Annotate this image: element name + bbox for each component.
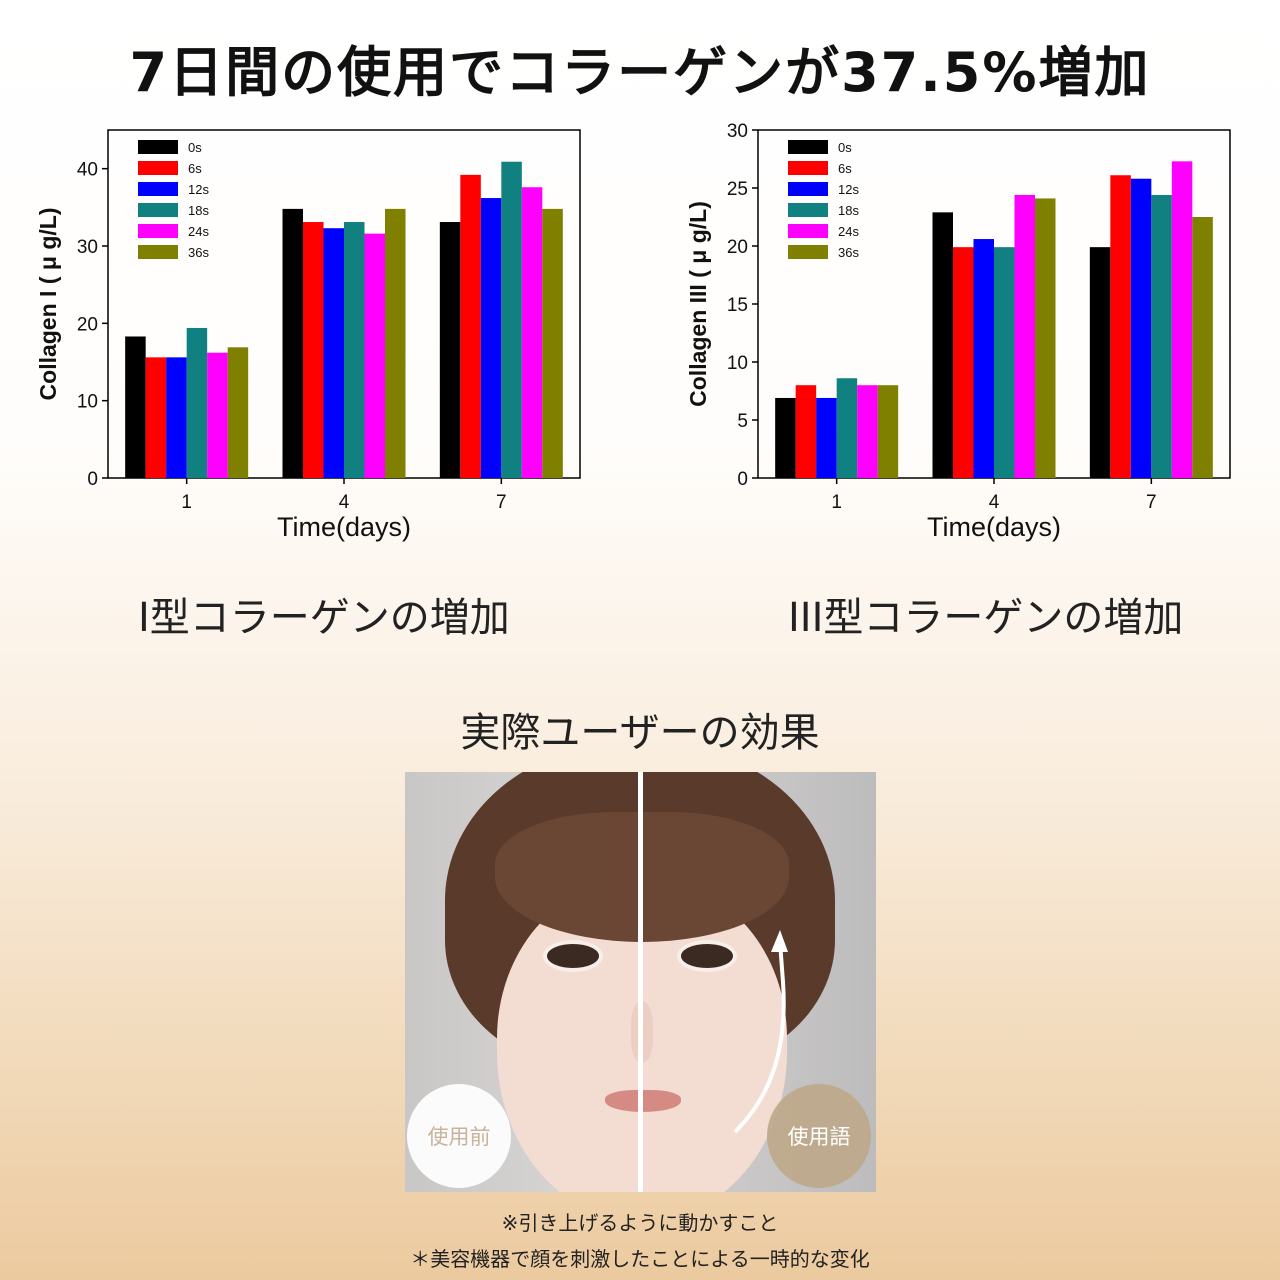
- bar-12s-day1: [816, 397, 837, 478]
- bar-12s-day7: [1130, 178, 1152, 478]
- bar-24s-day1: [857, 385, 878, 478]
- legend-swatch-6s: [788, 161, 828, 175]
- legend-label-36s: 36s: [188, 245, 209, 260]
- legend-swatch-12s: [138, 182, 178, 196]
- legend-label-0s: 0s: [188, 140, 202, 155]
- y-axis-label: Collagen III ( μ g/L): [685, 201, 711, 407]
- legend-swatch-18s: [138, 203, 178, 217]
- before-after-divider: [638, 772, 643, 1192]
- bar-36s-day1: [227, 347, 249, 478]
- lips: [605, 1090, 681, 1112]
- x-tick-label: 7: [496, 492, 507, 513]
- bar-18s-day7: [501, 161, 522, 478]
- bar-24s-day1: [207, 352, 228, 478]
- bar-24s-day4: [364, 233, 385, 478]
- legend-swatch-36s: [138, 245, 178, 259]
- y-tick-label: 25: [727, 179, 748, 200]
- legend-swatch-0s: [788, 140, 828, 154]
- legend-label-6s: 6s: [188, 161, 202, 176]
- user-results-title: 実際ユーザーの効果: [460, 710, 820, 756]
- y-tick-label: 10: [727, 353, 748, 374]
- y-tick-label: 15: [727, 295, 748, 316]
- legend-label-24s: 24s: [188, 224, 209, 239]
- y-tick-label: 20: [77, 314, 98, 335]
- bar-6s-day4: [953, 247, 974, 478]
- page-headline: 7日間の使用でコラーゲンが37.5%増加: [129, 41, 1151, 104]
- legend-label-24s: 24s: [838, 224, 859, 239]
- bar-12s-day7: [480, 198, 502, 478]
- y-tick-label: 10: [77, 392, 98, 413]
- legend-swatch-24s: [138, 224, 178, 238]
- bar-18s-day1: [186, 327, 208, 478]
- collagen-3-chart: 0 5 10 15 20 25 30 1 4 7 Time(days) Collagen III ( …: [685, 121, 1231, 542]
- x-axis-label: Time(days): [277, 512, 411, 542]
- bar-24s-day7: [1171, 161, 1193, 478]
- bar-36s-day7: [542, 208, 563, 478]
- legend-label-18s: 18s: [838, 203, 859, 218]
- bar-36s-day4: [385, 208, 406, 478]
- legend-swatch-36s: [788, 245, 828, 259]
- y-tick-label: 40: [77, 160, 98, 181]
- bar-12s-day1: [166, 357, 187, 478]
- x-tick-label: 4: [339, 492, 350, 513]
- bar-6s-day7: [1110, 175, 1131, 478]
- lift-arrow-icon: [733, 930, 788, 1134]
- legend-swatch-18s: [788, 203, 828, 217]
- usage-note: ※引き上げるように動かすこと: [501, 1211, 779, 1235]
- disclaimer-note: ＊美容機器で顔を刺激したことによる一時的な変化: [410, 1247, 870, 1271]
- legend-label-6s: 6s: [838, 161, 852, 176]
- y-tick-label: 5: [737, 411, 748, 432]
- bar-12s-day4: [973, 239, 994, 478]
- collagen-3-caption: III型コラーゲンの増加: [788, 595, 1184, 641]
- collagen-1-chart: 0 10 20 30 40 1 4 7 Time(days) Collagen I ( μ g/L…: [35, 129, 581, 542]
- bar-18s-day4: [994, 247, 1015, 478]
- bar-6s-day1: [795, 385, 817, 478]
- bar-24s-day4: [1014, 194, 1035, 478]
- x-tick-label: 1: [181, 492, 192, 513]
- bar-6s-day4: [303, 222, 324, 478]
- y-tick-label: 30: [77, 237, 98, 258]
- legend-label-0s: 0s: [838, 140, 852, 155]
- bar-0s-day4: [282, 208, 303, 478]
- x-tick-label: 1: [831, 492, 842, 513]
- bar-18s-day1: [836, 378, 858, 478]
- legend-swatch-0s: [138, 140, 178, 154]
- bar-6s-day7: [460, 174, 481, 478]
- bar-36s-day7: [1192, 217, 1213, 478]
- legend-label-36s: 36s: [838, 245, 859, 260]
- bar-6s-day1: [145, 357, 167, 478]
- y-axis-label: Collagen I ( μ g/L): [35, 208, 61, 401]
- bar-0s-day4: [932, 212, 953, 479]
- x-axis-label: Time(days): [927, 512, 1061, 542]
- bar-18s-day4: [344, 222, 365, 478]
- bar-0s-day7: [439, 222, 461, 478]
- x-tick-label: 4: [989, 492, 1000, 513]
- bar-36s-day4: [1035, 198, 1056, 478]
- bar-36s-day1: [877, 385, 899, 478]
- bar-0s-day1: [775, 397, 796, 478]
- y-tick-label: 0: [87, 469, 98, 490]
- before-after-photo: 使用前 使用語: [405, 772, 876, 1192]
- collagen-1-caption: I型コラーゲンの増加: [138, 595, 510, 641]
- bar-0s-day1: [125, 336, 146, 478]
- legend-swatch-6s: [138, 161, 178, 175]
- before-badge: 使用前: [407, 1084, 511, 1188]
- legend-label-12s: 12s: [838, 182, 859, 197]
- legend-swatch-12s: [788, 182, 828, 196]
- bar-18s-day7: [1151, 194, 1172, 478]
- legend-label-12s: 12s: [188, 182, 209, 197]
- bar-0s-day7: [1089, 247, 1111, 478]
- right-eye: [677, 940, 737, 972]
- legend-swatch-24s: [788, 224, 828, 238]
- bar-24s-day7: [521, 187, 543, 478]
- legend-label-18s: 18s: [188, 203, 209, 218]
- after-badge: 使用語: [767, 1084, 871, 1188]
- y-tick-label: 30: [727, 121, 748, 142]
- bar-12s-day4: [323, 228, 344, 478]
- left-eye: [543, 940, 603, 972]
- x-tick-label: 7: [1146, 492, 1157, 513]
- y-tick-label: 0: [737, 469, 748, 490]
- y-tick-label: 20: [727, 237, 748, 258]
